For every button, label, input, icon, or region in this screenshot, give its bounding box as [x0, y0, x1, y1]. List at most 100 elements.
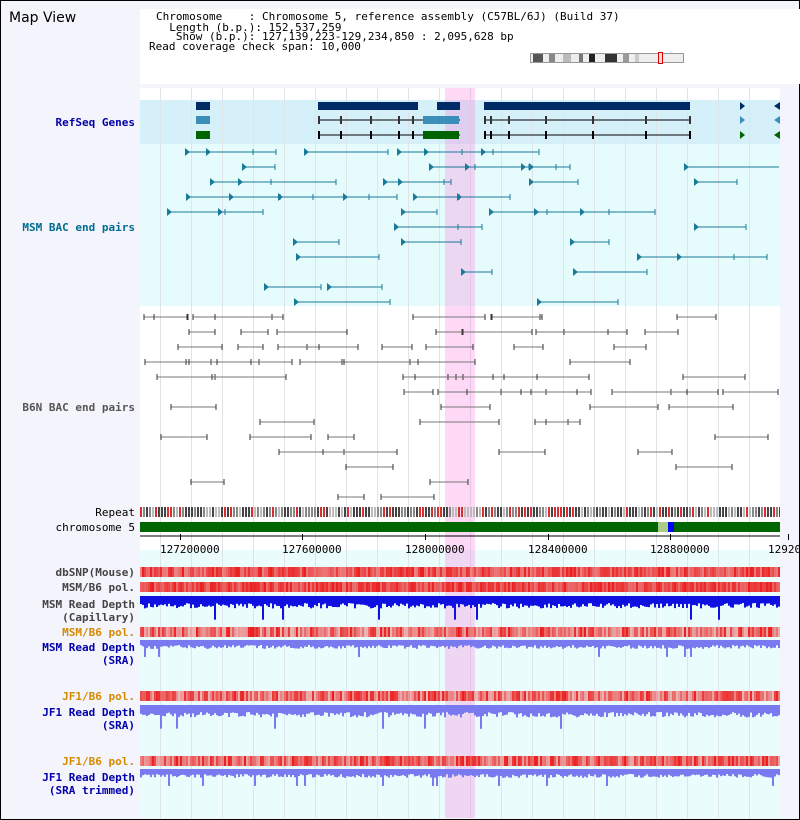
polymorphism-cell	[742, 627, 744, 637]
polymorphism-cell	[256, 691, 258, 701]
polymorphism-cell	[694, 567, 696, 577]
repeat-element	[743, 507, 745, 517]
read-depth-bar	[768, 705, 770, 715]
read-depth-bar	[382, 640, 384, 648]
polymorphism-cell	[298, 691, 300, 701]
polymorphism-cell	[714, 582, 716, 592]
genome-browser-plot[interactable]	[140, 88, 780, 818]
repeat-element	[725, 507, 727, 517]
polymorphism-cell	[512, 756, 514, 766]
polymorphism-cell	[766, 691, 768, 701]
polymorphism-cell	[232, 756, 234, 766]
read-depth-bar	[734, 705, 736, 713]
polymorphism-cell	[632, 582, 634, 592]
ideogram-band	[549, 54, 555, 62]
repeat-element	[419, 507, 421, 517]
polymorphism-cell	[694, 582, 696, 592]
read-depth-bar	[656, 640, 658, 648]
polymorphism-cell	[148, 756, 150, 766]
polymorphism-cell	[466, 582, 468, 592]
polymorphism-cell	[174, 627, 176, 637]
polymorphism-cell	[274, 567, 276, 577]
read-depth-bar	[430, 769, 432, 778]
polymorphism-cell	[610, 567, 612, 577]
polymorphism-cell	[160, 627, 162, 637]
track-label-msm-bac[interactable]: MSM BAC end pairs	[22, 221, 135, 234]
feature-layer	[140, 102, 780, 786]
read-depth-bar	[384, 769, 386, 776]
polymorphism-cell	[514, 756, 516, 766]
read-depth-bar	[186, 769, 188, 777]
read-depth-bar	[500, 596, 502, 607]
read-depth-bar	[648, 769, 650, 777]
read-depth-bar	[368, 596, 370, 607]
track-label-refseq[interactable]: RefSeq Genes	[55, 116, 135, 129]
refseq-gene-exon	[545, 116, 547, 124]
polymorphism-cell	[520, 582, 522, 592]
repeat-element	[608, 507, 610, 517]
polymorphism-cell	[206, 567, 208, 577]
read-depth-bar	[646, 596, 648, 607]
polymorphism-cell	[666, 756, 668, 766]
polymorphism-cell	[688, 691, 690, 701]
polymorphism-cell	[546, 582, 548, 592]
polymorphism-cell	[658, 627, 660, 637]
polymorphism-cell	[604, 627, 606, 637]
repeat-element	[572, 507, 574, 517]
read-depth-bar	[448, 705, 450, 715]
read-depth-bar	[634, 769, 636, 777]
polymorphism-cell	[222, 691, 224, 701]
read-depth-bar	[496, 769, 498, 776]
track-label-b6n-bac[interactable]: B6N BAC end pairs	[22, 401, 135, 414]
read-depth-bar	[744, 769, 746, 777]
polymorphism-cell	[264, 582, 266, 592]
polymorphism-cell	[440, 756, 442, 766]
msm-bac-end	[185, 148, 190, 156]
read-depth-bar	[272, 640, 274, 646]
polymorphism-cell	[294, 567, 296, 577]
polymorphism-cell	[370, 627, 372, 637]
polymorphism-cell	[308, 582, 310, 592]
polymorphism-cell	[446, 691, 448, 701]
read-depth-bar	[366, 769, 368, 778]
polymorphism-cell	[494, 582, 496, 592]
polymorphism-cell	[664, 567, 666, 577]
polymorphism-cell	[320, 627, 322, 637]
polymorphism-cell	[390, 582, 392, 592]
polymorphism-cell	[590, 627, 592, 637]
read-depth-bar	[704, 640, 706, 648]
read-depth-bar	[172, 769, 174, 777]
polymorphism-cell	[230, 567, 232, 577]
repeat-element	[440, 507, 442, 517]
read-depth-bar	[290, 596, 292, 606]
read-depth-bar	[170, 640, 172, 646]
read-depth-bar	[722, 705, 724, 715]
repeat-element	[488, 507, 490, 517]
read-depth-bar	[416, 769, 418, 776]
polymorphism-cell	[470, 582, 472, 592]
read-depth-bar	[742, 705, 744, 716]
read-depth-bar	[524, 769, 526, 775]
read-depth-bar	[568, 769, 570, 776]
polymorphism-cell	[556, 691, 558, 701]
polymorphism-cell	[482, 567, 484, 577]
read-depth-bar	[292, 769, 294, 775]
read-depth-bar	[426, 640, 428, 648]
polymorphism-cell	[586, 627, 588, 637]
polymorphism-cell	[244, 582, 246, 592]
polymorphism-cell	[588, 627, 590, 637]
polymorphism-cell	[580, 582, 582, 592]
read-depth-bar	[676, 640, 678, 649]
polymorphism-cell	[614, 756, 616, 766]
polymorphism-cell	[690, 756, 692, 766]
chromosome-ideogram[interactable]	[530, 52, 684, 64]
polymorphism-cell	[756, 627, 758, 637]
read-depth-bar	[374, 769, 376, 778]
read-depth-bar	[364, 705, 366, 713]
polymorphism-cell	[146, 691, 148, 701]
polymorphism-cell	[482, 582, 484, 592]
polymorphism-cell	[296, 627, 298, 637]
read-depth-bar	[710, 705, 712, 716]
read-depth-bar	[660, 596, 662, 604]
polymorphism-cell	[436, 756, 438, 766]
